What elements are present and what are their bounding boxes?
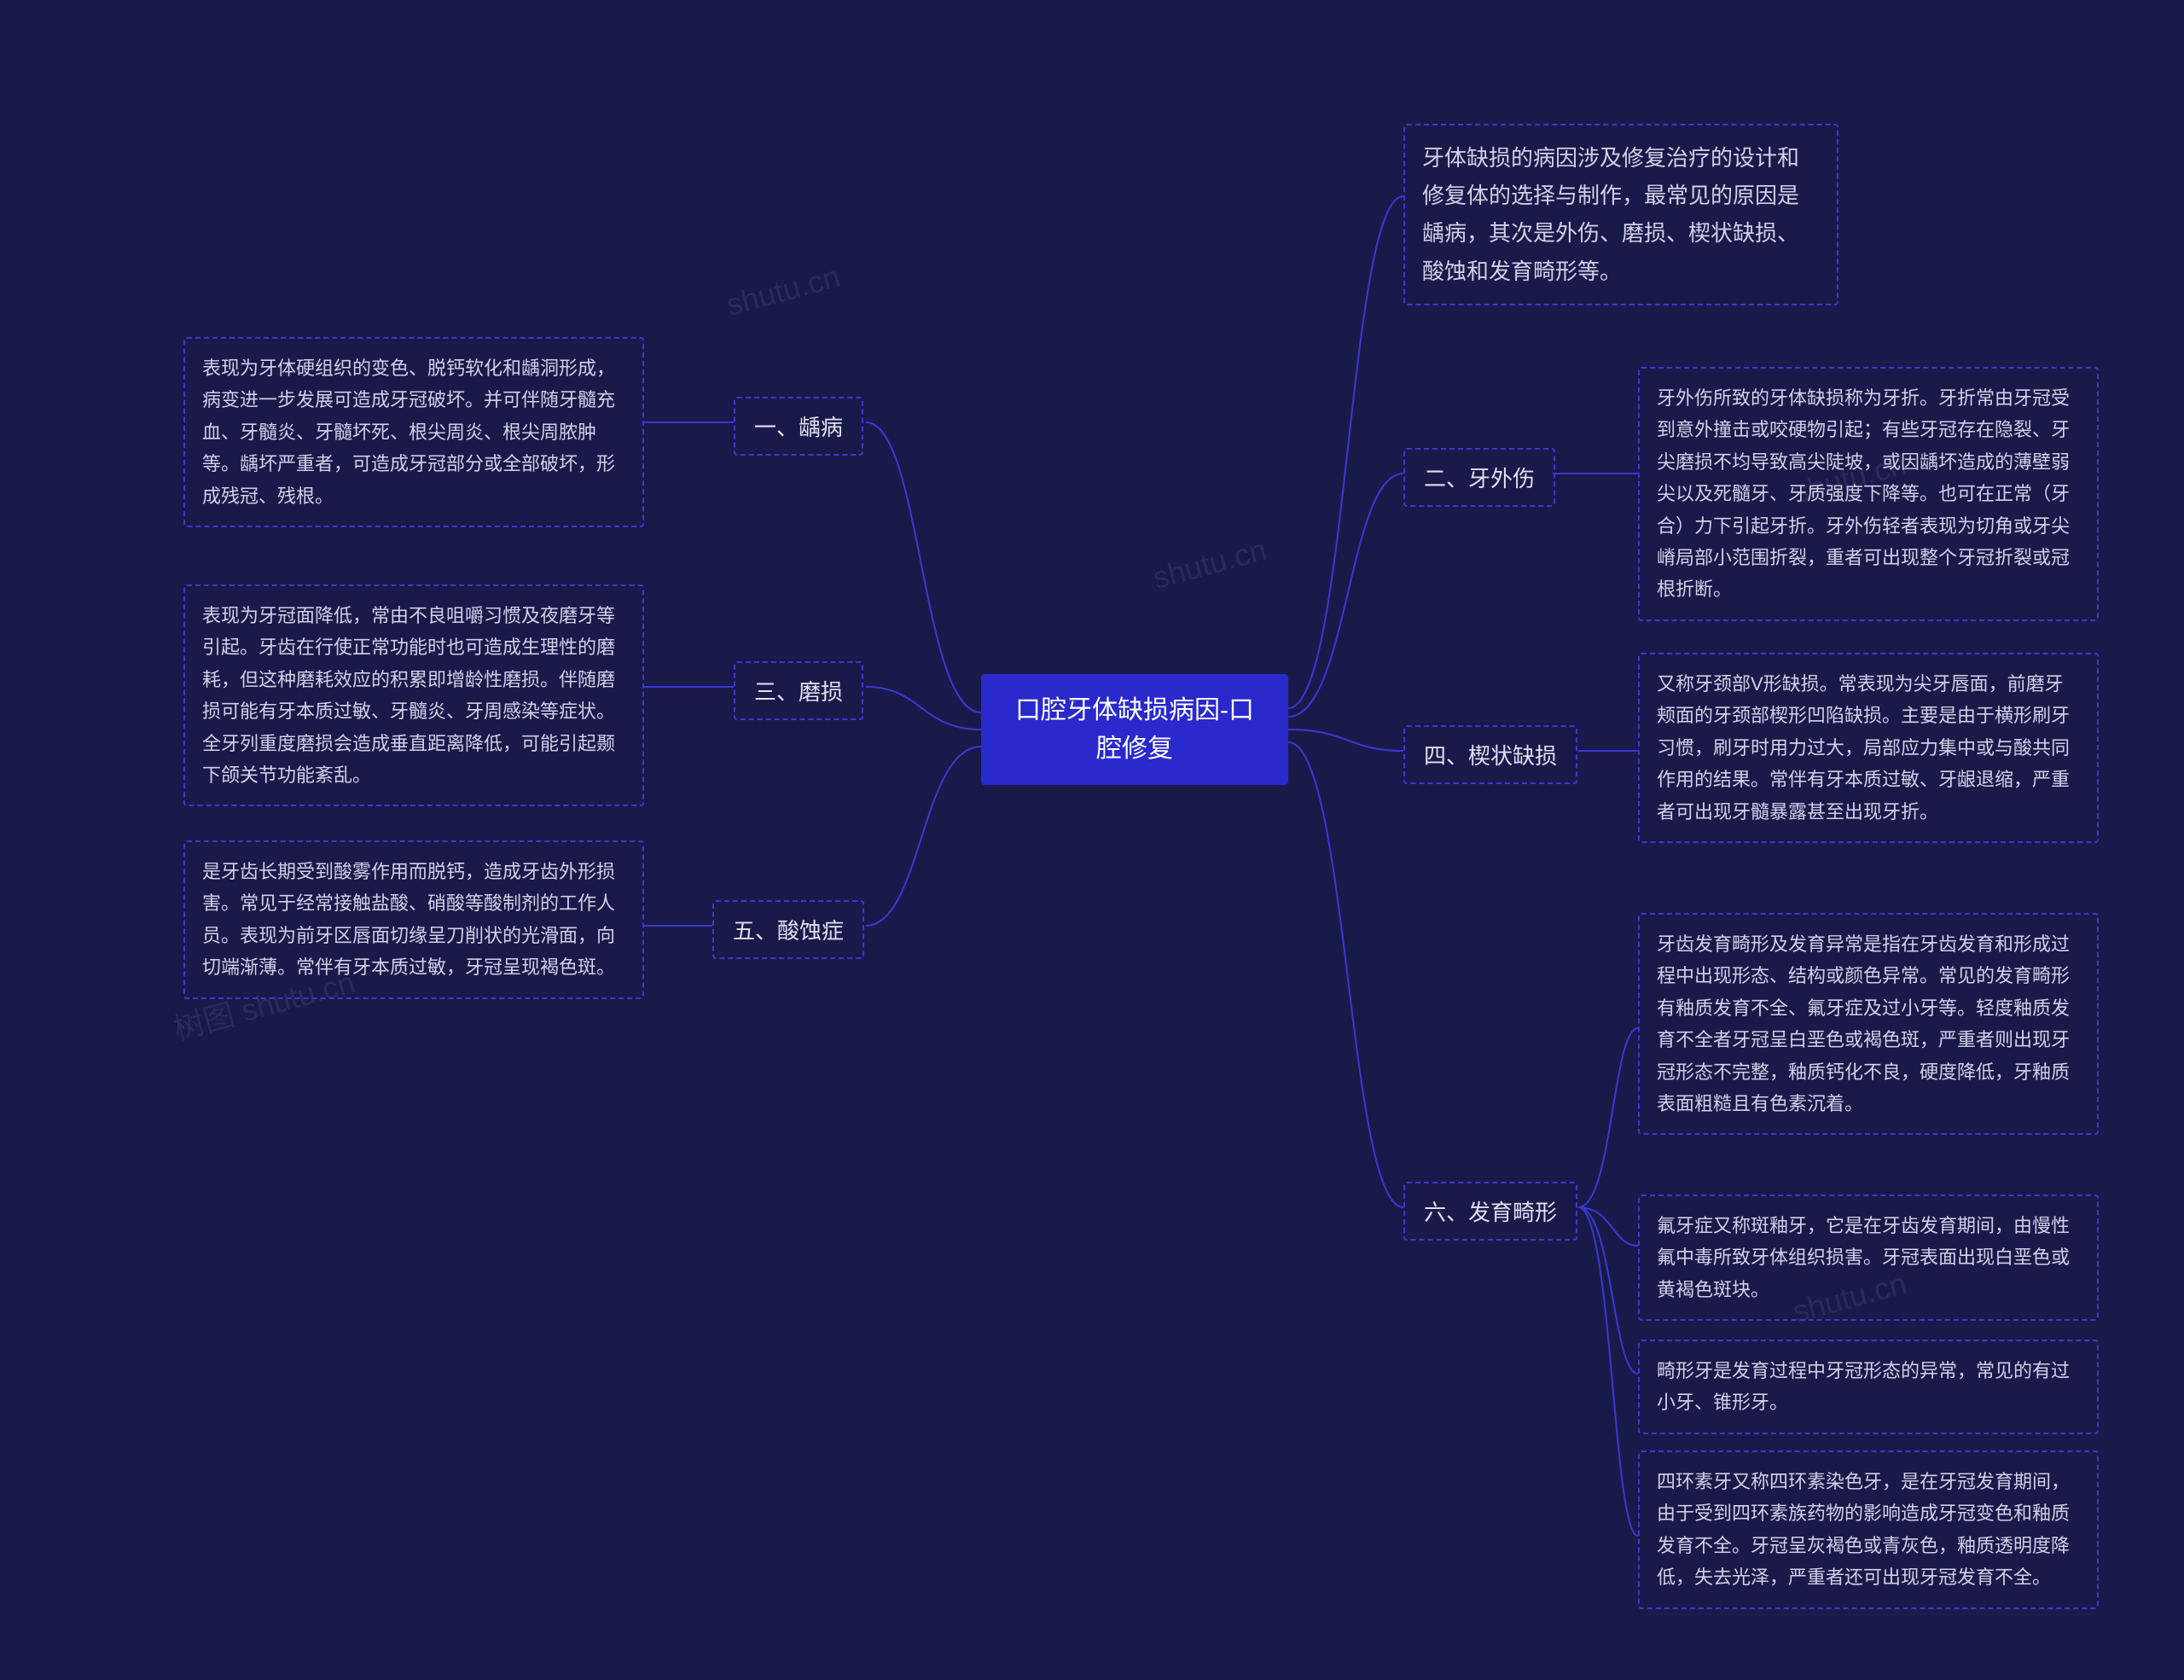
leaf-node-6a: 牙齿发育畸形及发育异常是指在牙齿发育和形成过程中出现形态、结构或颜色异常。常见的… — [1638, 913, 2099, 1135]
leaf-node-3: 表现为牙冠面降低，常由不良咀嚼习惯及夜磨牙等引起。牙齿在行使正常功能时也可造成生… — [183, 584, 644, 806]
leaf-node-6c: 畸形牙是发育过程中牙冠形态的异常，常见的有过小牙、锥形牙。 — [1638, 1340, 2099, 1434]
branch-node-4: 四、楔状缺损 — [1403, 725, 1577, 784]
leaf-node-2: 牙外伤所致的牙体缺损称为牙折。牙折常由牙冠受到意外撞击或咬硬物引起；有些牙冠存在… — [1638, 367, 2099, 621]
leaf-node-5: 是牙齿长期受到酸雾作用而脱钙，造成牙齿外形损害。常见于经常接触盐酸、硝酸等酸制剂… — [183, 840, 644, 999]
branch-node-5: 五、酸蚀症 — [712, 900, 864, 959]
branch-node-1: 一、龋病 — [734, 397, 863, 456]
leaf-node-6b: 氟牙症又称斑釉牙，它是在牙齿发育期间，由慢性氟中毒所致牙体组织损害。牙冠表面出现… — [1638, 1195, 2099, 1321]
leaf-node-intro: 牙体缺损的病因涉及修复治疗的设计和修复体的选择与制作，最常见的原因是龋病，其次是… — [1403, 124, 1838, 305]
leaf-node-4: 又称牙颈部V形缺损。常表现为尖牙唇面，前磨牙颊面的牙颈部楔形凹陷缺损。主要是由于… — [1638, 653, 2099, 843]
branch-node-2: 二、牙外伤 — [1403, 448, 1555, 507]
branch-node-3: 三、磨损 — [734, 661, 863, 720]
branch-node-6: 六、发育畸形 — [1403, 1182, 1577, 1241]
leaf-node-6d: 四环素牙又称四环素染色牙，是在牙冠发育期间，由于受到四环素族药物的影响造成牙冠变… — [1638, 1450, 2099, 1609]
center-node: 口腔牙体缺损病因-口腔修复 — [981, 674, 1288, 785]
watermark: shutu.cn — [1149, 532, 1270, 596]
watermark: shutu.cn — [723, 259, 844, 323]
leaf-node-1: 表现为牙体硬组织的变色、脱钙软化和龋洞形成，病变进一步发展可造成牙冠破坏。并可伴… — [183, 337, 644, 527]
